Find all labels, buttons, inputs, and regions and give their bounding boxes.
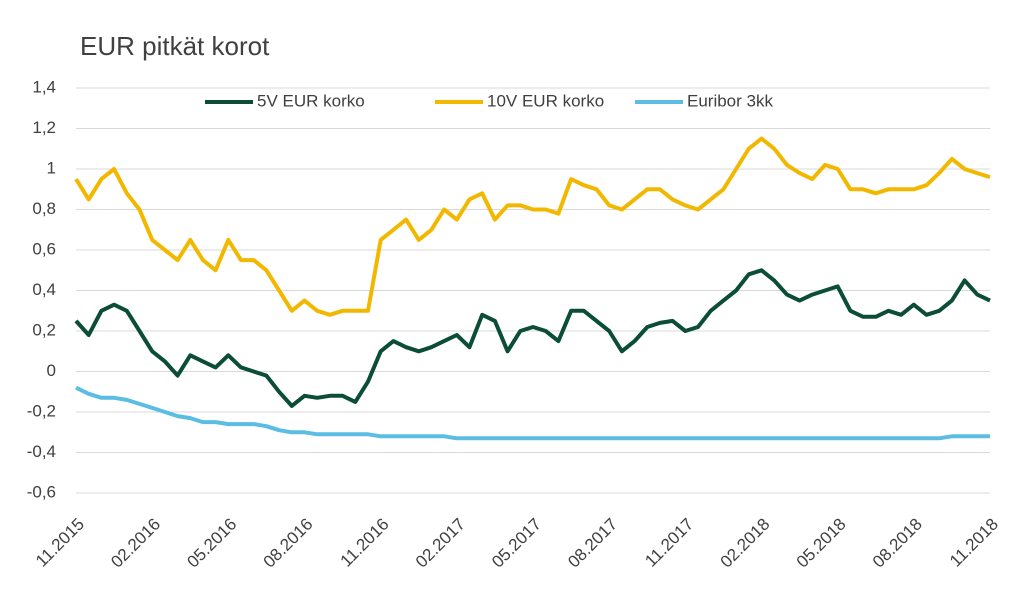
chart-title: EUR pitkät korot (80, 31, 270, 61)
series-line (74, 268, 991, 408)
x-tick-label: 05.2016 (183, 515, 240, 572)
legend-label: 10V EUR korko (487, 91, 604, 110)
y-tick-label: 1,4 (32, 77, 56, 96)
x-tick-label: 05.2018 (793, 515, 850, 572)
x-tick-label: 11.2016 (337, 515, 393, 571)
y-tick-label: -0,4 (27, 442, 56, 461)
x-tick-label: 11.2015 (32, 515, 88, 571)
series-line (74, 136, 991, 317)
x-tick-label: 11.2018 (946, 515, 1002, 571)
x-tick-label: 02.2016 (107, 515, 164, 572)
legend-label: Euribor 3kk (687, 91, 773, 110)
series-line (75, 385, 990, 441)
y-tick-label: -0,6 (27, 482, 56, 501)
y-tick-label: 1,2 (32, 118, 56, 137)
x-tick-label: 11.2017 (641, 515, 697, 571)
x-tick-label: 08.2018 (869, 515, 926, 572)
x-tick-label: 05.2017 (488, 515, 545, 572)
y-tick-label: -0,2 (27, 401, 56, 420)
y-tick-label: 0,6 (32, 239, 56, 258)
y-tick-label: 0,2 (32, 320, 56, 339)
y-tick-label: 0,4 (32, 280, 56, 299)
x-tick-label: 08.2017 (564, 515, 621, 572)
y-tick-label: 1 (47, 158, 56, 177)
y-tick-label: 0,8 (32, 199, 56, 218)
y-tick-label: 0 (47, 361, 56, 380)
x-tick-label: 08.2016 (260, 515, 317, 572)
x-tick-label: 02.2017 (412, 515, 469, 572)
x-tick-label: 02.2018 (717, 515, 774, 572)
legend-label: 5V EUR korko (257, 91, 365, 110)
